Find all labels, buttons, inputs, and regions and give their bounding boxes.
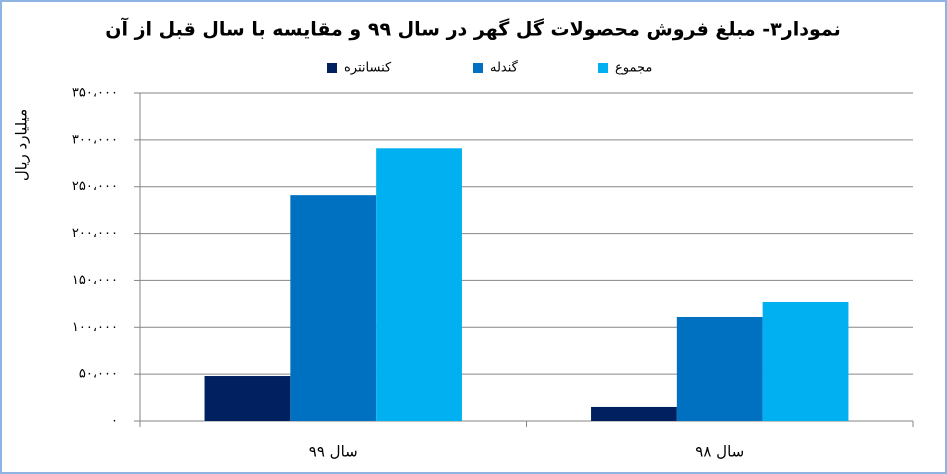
bar — [204, 376, 291, 421]
bar — [762, 301, 849, 421]
bar — [290, 195, 377, 421]
legend-label: مجموع — [615, 61, 652, 76]
y-tick-label: ۲۰۰،۰۰۰ — [72, 226, 118, 241]
y-tick-label: ۵۰،۰۰۰ — [79, 367, 118, 382]
bar — [591, 406, 677, 421]
y-axis-title: میلیارد ریال — [13, 109, 31, 181]
y-tick-label: ۳۰۰،۰۰۰ — [72, 132, 118, 147]
bar — [376, 148, 462, 421]
y-tick-label: ۱۵۰،۰۰۰ — [72, 273, 118, 288]
chart-title: نمودار۳- مبلغ فروش محصولات گل گهر در سال… — [105, 17, 841, 41]
legend-swatch — [598, 63, 608, 73]
legend-label: کنسانتره — [344, 61, 392, 76]
x-tick-label: سال ۹۹ — [309, 443, 358, 461]
legend-label: گندله — [490, 60, 519, 76]
y-tick-label: ۲۵۰،۰۰۰ — [72, 179, 118, 194]
bar — [676, 316, 763, 421]
x-tick-label: سال ۹۸ — [695, 443, 744, 461]
y-tick-label: ٠ — [111, 414, 118, 429]
legend-swatch — [327, 63, 337, 73]
y-tick-label: ۱۰۰،۰۰۰ — [72, 320, 118, 335]
y-tick-label: ۳۵۰،۰۰۰ — [72, 86, 118, 101]
legend-swatch — [473, 63, 483, 73]
